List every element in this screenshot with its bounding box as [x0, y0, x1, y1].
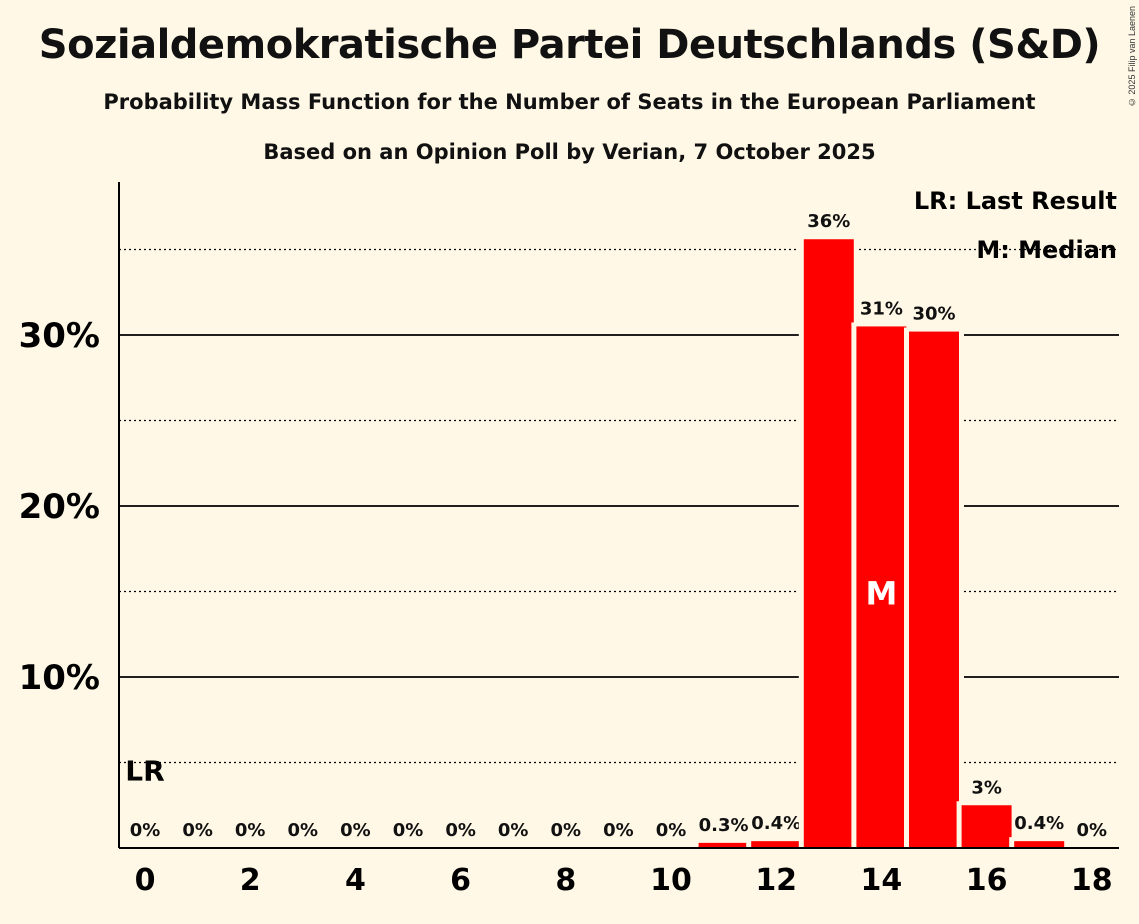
bar — [751, 841, 802, 848]
x-tick-label: 16 — [966, 863, 1008, 898]
bar — [1014, 841, 1065, 848]
data-label: 0% — [393, 820, 424, 841]
data-label: 0% — [551, 820, 582, 841]
x-tick-label: 12 — [755, 863, 797, 898]
data-label: 0% — [340, 820, 371, 841]
data-label: 0% — [498, 820, 529, 841]
data-label: 31% — [860, 298, 903, 319]
data-label: 0% — [235, 820, 266, 841]
x-tick-label: 18 — [1071, 863, 1113, 898]
y-tick-label: 30% — [19, 316, 100, 356]
data-label: 0.3% — [699, 815, 749, 836]
bar — [698, 842, 749, 848]
x-tick-label: 2 — [240, 863, 261, 898]
data-label: 36% — [807, 211, 850, 232]
bar — [909, 331, 959, 849]
last-result-marker: LR — [125, 755, 164, 788]
x-tick-label: 4 — [345, 863, 366, 898]
data-label: 3% — [971, 777, 1002, 798]
data-label: 0% — [445, 820, 476, 841]
chart-title: Sozialdemokratische Partei Deutschlands … — [38, 22, 1101, 68]
median-marker: M — [865, 575, 897, 613]
chart-subtitle: Probability Mass Function for the Number… — [103, 90, 1036, 114]
data-label: 0% — [130, 820, 161, 841]
data-label: 0% — [182, 820, 213, 841]
data-label: 30% — [912, 304, 955, 325]
chart-source: Based on an Opinion Poll by Verian, 7 Oc… — [263, 140, 876, 164]
data-label: 0% — [603, 820, 634, 841]
legend-entry: M: Median — [976, 236, 1117, 264]
data-label: 0.4% — [751, 813, 801, 834]
legend-entry: LR: Last Result — [914, 187, 1117, 215]
data-label: 0.4% — [1014, 813, 1064, 834]
x-tick-label: 8 — [555, 863, 576, 898]
x-tick-label: 10 — [650, 863, 692, 898]
bar — [856, 326, 907, 848]
bar — [803, 239, 854, 849]
y-tick-label: 20% — [19, 487, 100, 527]
data-label: 0% — [656, 820, 687, 841]
bar — [961, 805, 1012, 848]
y-tick-label: 10% — [19, 658, 100, 698]
data-label: 0% — [288, 820, 319, 841]
x-tick-label: 0 — [135, 863, 156, 898]
data-label: 0% — [1077, 820, 1108, 841]
x-tick-label: 14 — [861, 863, 903, 898]
x-tick-label: 6 — [450, 863, 471, 898]
